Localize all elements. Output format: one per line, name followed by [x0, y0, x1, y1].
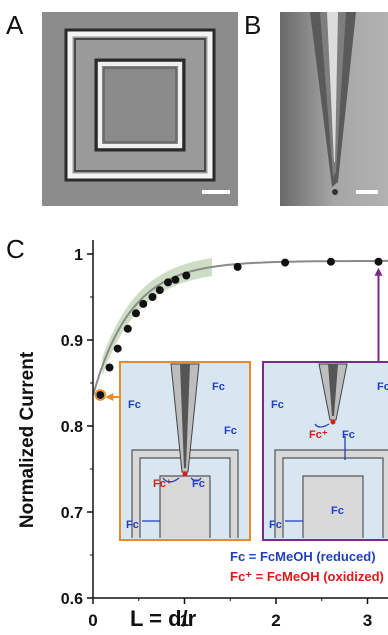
- inset-label-reduced: Fc: [212, 381, 225, 393]
- inset-label-reduced: Fc: [126, 519, 139, 531]
- data-points: [94, 257, 383, 401]
- data-point: [123, 324, 132, 333]
- inset-label-reduced: Fc: [269, 519, 282, 531]
- panel-label-a: A: [6, 10, 24, 40]
- fit-line: [92, 259, 388, 396]
- y-tick-label: 0.6: [61, 591, 83, 608]
- fit-uncertainty-band: [102, 258, 212, 376]
- y-tick-label: 0.9: [61, 333, 83, 350]
- data-point: [182, 271, 191, 280]
- data-point: [171, 275, 180, 284]
- data-point: [148, 293, 157, 301]
- data-point: [139, 299, 148, 308]
- scale-bar: [356, 190, 378, 194]
- chart-axes: 0.6 0.7 0.8 0.9 1 0 1 2 3: [61, 240, 388, 630]
- reaction-arrow: [190, 477, 202, 482]
- y-axis-label: Normalized Current: [17, 351, 38, 529]
- x-axis-label: L = d/r: [130, 606, 197, 631]
- micrograph-pipette-tip: [280, 12, 388, 206]
- pipette-tip-drawing: [280, 12, 388, 206]
- legend-oxidized: Fc⁺ = FcMeOH (oxidized): [230, 569, 384, 584]
- fit-curve: [92, 259, 388, 396]
- panel-label-b: B: [244, 10, 262, 40]
- y-tick-label: 0.8: [61, 419, 83, 436]
- scale-bar: [202, 190, 230, 194]
- x-tick-label: 2: [271, 611, 280, 630]
- y-axis-label-wrap: Normalized Current: [8, 262, 48, 618]
- inset-label-oxidized: Fc⁺: [309, 429, 328, 441]
- inset-label-reduced: Fc: [224, 425, 237, 437]
- highlight-point-near: [94, 389, 107, 401]
- data-point: [113, 344, 122, 353]
- data-point: [155, 286, 164, 295]
- micrograph-square-well: [42, 12, 238, 206]
- tip-dot: [330, 419, 336, 425]
- y-tick-label: 0.7: [61, 505, 83, 522]
- well-core: [302, 475, 364, 538]
- inset-label-reduced: Fc: [128, 399, 141, 411]
- data-point: [326, 257, 335, 266]
- data-point: [96, 391, 105, 399]
- x-tick-label: 0: [88, 611, 97, 630]
- inset-label-reduced: Fc: [331, 505, 344, 517]
- fit-band-shape: [102, 258, 212, 376]
- tip-dot: [182, 471, 188, 477]
- panel-label-c: C: [6, 234, 25, 264]
- x-tick-label: 1: [180, 611, 189, 630]
- inset-label-reduced: Fc: [342, 429, 355, 441]
- purple-callout-head: [374, 267, 383, 276]
- reaction-arrow: [314, 423, 330, 428]
- orange-callout-head: [105, 393, 114, 402]
- data-point: [281, 258, 290, 267]
- inset-label-oxidized: Fc⁺: [153, 478, 172, 490]
- pipette-core: [180, 364, 190, 468]
- reaction-arrow: [162, 477, 180, 483]
- callout-arrows: [105, 267, 383, 402]
- data-point: [105, 363, 114, 372]
- inset-label-reduced: Fc: [377, 381, 388, 393]
- data-point: [132, 309, 140, 318]
- inset-label-reduced: Fc: [271, 399, 284, 411]
- legend-reduced: Fc = FcMeOH (reduced): [230, 549, 376, 564]
- data-point: [374, 257, 383, 266]
- square-well-drawing: [42, 12, 238, 206]
- data-point: [164, 278, 172, 287]
- pipette-core: [328, 364, 338, 416]
- y-tick-label: 1: [74, 247, 83, 264]
- data-point: [233, 262, 242, 271]
- x-tick-label: 3: [363, 611, 372, 630]
